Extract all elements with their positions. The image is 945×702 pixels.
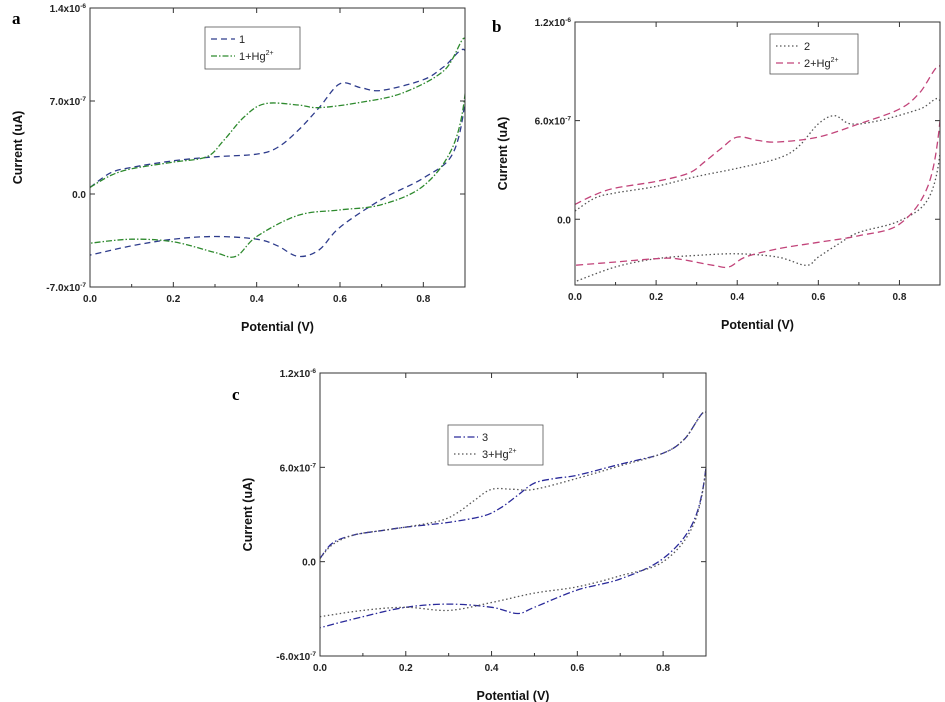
y-tick-exponent: -7 — [310, 462, 316, 469]
y-tick-mantissa: 6.0x10 — [535, 117, 566, 128]
legend-box — [769, 33, 859, 75]
x-axis-label: Potential (V) — [721, 318, 794, 332]
x-tick-label: 0.8 — [656, 663, 670, 674]
legend-box — [447, 424, 544, 466]
plot-frame — [574, 21, 941, 286]
y-axis-label: Current (uA) — [496, 117, 510, 191]
legend-label: 1 — [239, 34, 245, 46]
legend-label-name: 3 — [482, 432, 488, 444]
y-tick-mantissa: 1.2x10 — [535, 18, 566, 29]
y-tick-label: -7.0x10-7 — [46, 282, 86, 294]
y-tick-label: 0.0 — [557, 215, 571, 226]
x-tick-label: 0.2 — [399, 663, 413, 674]
legend-label-superscript: 2+ — [831, 57, 839, 64]
x-axis-label: Potential (V) — [477, 689, 550, 702]
x-tick-label: 0.6 — [333, 294, 347, 305]
legend: 1 1+Hg2+ — [204, 26, 301, 70]
y-tick-label: 0.0 — [72, 190, 86, 201]
series-line-b-2 — [575, 65, 940, 269]
legend-label: 1+Hg2+ — [239, 50, 274, 63]
y-tick-mantissa: -6.0x10 — [276, 652, 310, 663]
x-tick-label: 0.4 — [485, 663, 499, 674]
legend-label-name: 2+Hg — [804, 58, 831, 70]
x-tick-label: 0.4 — [250, 294, 264, 305]
y-tick-exponent: -6 — [80, 3, 86, 10]
legend-label-name: 1+Hg — [239, 51, 266, 63]
legend-box — [204, 26, 301, 70]
y-tick-mantissa: 0.0 — [72, 190, 86, 201]
y-tick-label: 7.0x10-7 — [50, 96, 87, 108]
y-tick-exponent: -6 — [310, 368, 316, 375]
series-line-b-1 — [575, 97, 940, 283]
y-tick-exponent: -7 — [80, 282, 86, 289]
plot-frame — [319, 372, 707, 657]
y-tick-label: 0.0 — [302, 558, 316, 569]
y-tick-mantissa: 1.4x10 — [50, 4, 81, 15]
y-tick-label: 1.2x10-6 — [535, 17, 572, 29]
legend-label-name: 2 — [804, 41, 810, 53]
series-line-c-2 — [320, 411, 706, 618]
y-tick-label: 6.0x10-7 — [535, 116, 572, 128]
legend-label: 2+Hg2+ — [804, 57, 839, 70]
panel-letter: b — [492, 17, 501, 36]
x-tick-label: 0.6 — [811, 292, 825, 303]
x-tick-label: 0.6 — [570, 663, 584, 674]
y-tick-exponent: -7 — [565, 116, 571, 123]
plot-area — [320, 411, 706, 629]
y-tick-exponent: -7 — [80, 96, 86, 103]
legend: 2 2+Hg2+ — [769, 33, 859, 75]
x-tick-label: 0.0 — [313, 663, 327, 674]
legend-label-name: 3+Hg — [482, 449, 509, 461]
legend-label-superscript: 2+ — [509, 448, 517, 455]
panel-a: a0.0 0.2 0.4 0.6 0.8-7.0x10-70.07.0x10-71.4x… — [11, 3, 466, 334]
x-tick-label: 0.0 — [568, 292, 582, 303]
y-tick-mantissa: 7.0x10 — [50, 97, 81, 108]
legend-label-name: 1 — [239, 34, 245, 46]
x-axis-label: Potential (V) — [241, 320, 314, 334]
plot-area — [575, 65, 940, 283]
legend-label-superscript: 2+ — [266, 50, 274, 57]
y-axis-label: Current (uA) — [241, 478, 255, 552]
panel-c: c0.0 0.2 0.4 0.6 0.8-6.0x10-70.06.0x10-71.2x… — [232, 368, 707, 702]
y-tick-label: 1.4x10-6 — [50, 3, 87, 15]
y-tick-mantissa: 6.0x10 — [280, 463, 311, 474]
y-axis-label: Current (uA) — [11, 111, 25, 185]
x-tick-label: 0.2 — [166, 294, 180, 305]
y-tick-label: 6.0x10-7 — [280, 462, 317, 474]
plot-area — [90, 37, 465, 258]
y-tick-mantissa: 1.2x10 — [280, 369, 311, 380]
y-tick-mantissa: -7.0x10 — [46, 283, 80, 294]
x-tick-label: 0.8 — [416, 294, 430, 305]
y-tick-label: 1.2x10-6 — [280, 368, 317, 380]
panel-letter: a — [12, 9, 21, 28]
legend-label: 3+Hg2+ — [482, 448, 517, 461]
x-tick-label: 0.8 — [892, 292, 906, 303]
legend-label: 2 — [804, 41, 810, 53]
series-line-a-1 — [90, 48, 465, 258]
x-tick-label: 0.0 — [83, 294, 97, 305]
x-tick-label: 0.2 — [649, 292, 663, 303]
legend: 3 3+Hg2+ — [447, 424, 544, 466]
panel-b: b 0.0 0.2 0.4 0.6 0.8 0.0 6.0x10-7 1.2x10-6 Poten… — [492, 17, 941, 332]
y-tick-mantissa: 0.0 — [557, 215, 571, 226]
y-tick-exponent: -6 — [565, 17, 571, 24]
plot-frame — [89, 7, 466, 288]
y-tick-exponent: -7 — [310, 651, 316, 658]
panel-letter: c — [232, 385, 240, 404]
y-tick-label: -6.0x10-7 — [276, 651, 316, 663]
y-tick-mantissa: 0.0 — [302, 558, 316, 569]
x-tick-label: 0.4 — [730, 292, 744, 303]
legend-label: 3 — [482, 432, 488, 444]
series-line-a-2 — [90, 37, 465, 258]
